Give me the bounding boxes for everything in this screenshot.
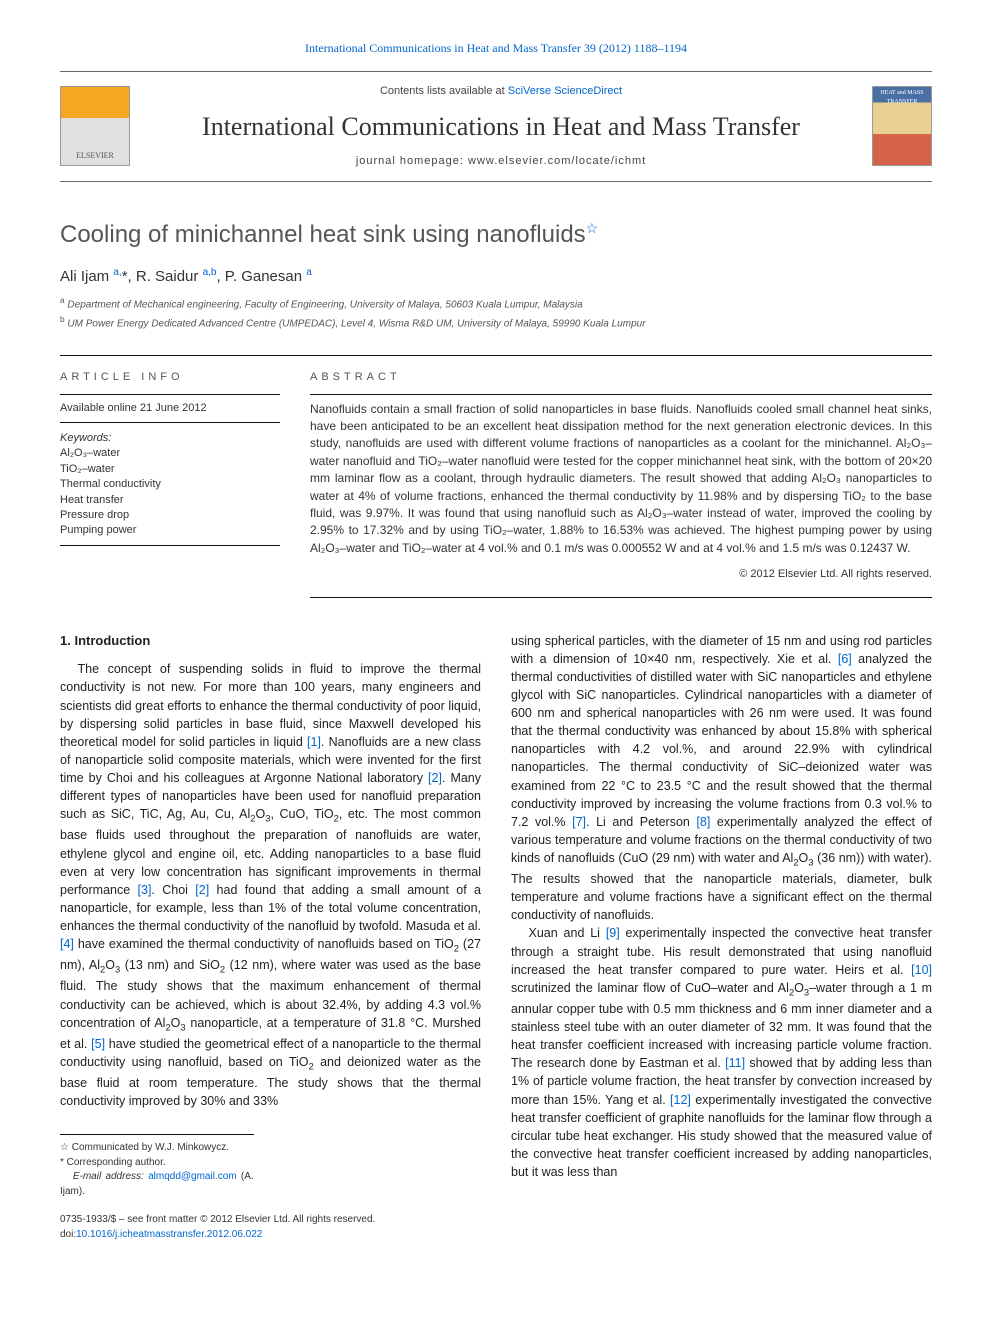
body-column-right: using spherical particles, with the diam… [511, 632, 932, 1243]
abstract-column: ABSTRACT Nanofluids contain a small frac… [310, 370, 932, 597]
article-title: Cooling of minichannel heat sink using n… [60, 218, 932, 252]
doi-line: doi:10.1016/j.icheatmasstransfer.2012.06… [60, 1228, 481, 1243]
top-rule [60, 71, 932, 72]
availability: Available online 21 June 2012 [60, 401, 280, 416]
keyword-5: Pressure drop [60, 508, 280, 523]
issn-line: 0735-1933/$ – see front matter © 2012 El… [60, 1213, 481, 1228]
info-rule-2 [60, 422, 280, 423]
info-rule-1 [60, 394, 280, 395]
journal-name: International Communications in Heat and… [146, 109, 856, 145]
affiliation-b: b UM Power Energy Dedicated Advanced Cen… [60, 314, 932, 331]
section-1-header: 1. Introduction [60, 632, 481, 651]
email-link[interactable]: almqdd@gmail.com [148, 1171, 237, 1182]
cover-text: HEAT and MASS TRANSFER [880, 90, 923, 104]
journal-homepage: journal homepage: www.elsevier.com/locat… [146, 154, 856, 169]
body-column-left: 1. Introduction The concept of suspendin… [60, 632, 481, 1243]
body-columns: 1. Introduction The concept of suspendin… [60, 632, 932, 1243]
footnotes: ☆ Communicated by W.J. Minkowycz. * Corr… [60, 1134, 254, 1199]
top-citation: International Communications in Heat and… [60, 40, 932, 57]
contents-line: Contents lists available at SciVerse Sci… [146, 84, 856, 99]
article-info: ARTICLE INFO Available online 21 June 20… [60, 370, 280, 597]
abstract-header: ABSTRACT [310, 370, 932, 385]
abstract-copyright: © 2012 Elsevier Ltd. All rights reserved… [310, 567, 932, 582]
footnote-communicated: ☆ Communicated by W.J. Minkowycz. [60, 1141, 254, 1156]
elsevier-logo-text: ELSEVIER [76, 150, 114, 161]
authors-line: Ali Ijam a,*, R. Saidur a,b, P. Ganesan … [60, 266, 932, 287]
body-para-right-2: Xuan and Li [9] experimentally inspected… [511, 924, 932, 1181]
footer-meta: 0735-1933/$ – see front matter © 2012 El… [60, 1213, 481, 1242]
header-center: Contents lists available at SciVerse Sci… [146, 84, 856, 169]
sciencedirect-link[interactable]: SciVerse ScienceDirect [508, 85, 622, 97]
info-rule-3 [60, 545, 280, 546]
footnote-email: E-mail address: almqdd@gmail.com (A. Ija… [60, 1170, 254, 1199]
info-abstract-row: ARTICLE INFO Available online 21 June 20… [60, 355, 932, 597]
body-para-left: The concept of suspending solids in flui… [60, 660, 481, 1110]
article-info-header: ARTICLE INFO [60, 370, 280, 385]
body-para-right-1: using spherical particles, with the diam… [511, 632, 932, 925]
elsevier-logo: ELSEVIER [60, 86, 130, 166]
keyword-4: Heat transfer [60, 493, 280, 508]
journal-cover-thumb: HEAT and MASS TRANSFER [872, 86, 932, 166]
keyword-1: Al₂O₃–water [60, 446, 280, 461]
doi-link[interactable]: 10.1016/j.icheatmasstransfer.2012.06.022 [76, 1229, 262, 1240]
affiliations: a Department of Mechanical engineering, … [60, 295, 932, 332]
abstract-rule-bottom [310, 597, 932, 598]
title-footnote-star: ☆ [586, 220, 599, 236]
keyword-6: Pumping power [60, 523, 280, 538]
keywords-label: Keywords: [60, 431, 280, 446]
journal-header: ELSEVIER Contents lists available at Sci… [60, 76, 932, 177]
footnote-corresponding: * Corresponding author. [60, 1156, 254, 1171]
abstract-text: Nanofluids contain a small fraction of s… [310, 401, 932, 558]
affiliation-a: a Department of Mechanical engineering, … [60, 295, 932, 312]
contents-prefix: Contents lists available at [380, 85, 508, 97]
keyword-2: TiO₂–water [60, 462, 280, 477]
abstract-rule-top [310, 394, 932, 395]
header-bottom-rule [60, 181, 932, 182]
top-citation-link[interactable]: International Communications in Heat and… [305, 41, 687, 55]
keyword-3: Thermal conductivity [60, 477, 280, 492]
